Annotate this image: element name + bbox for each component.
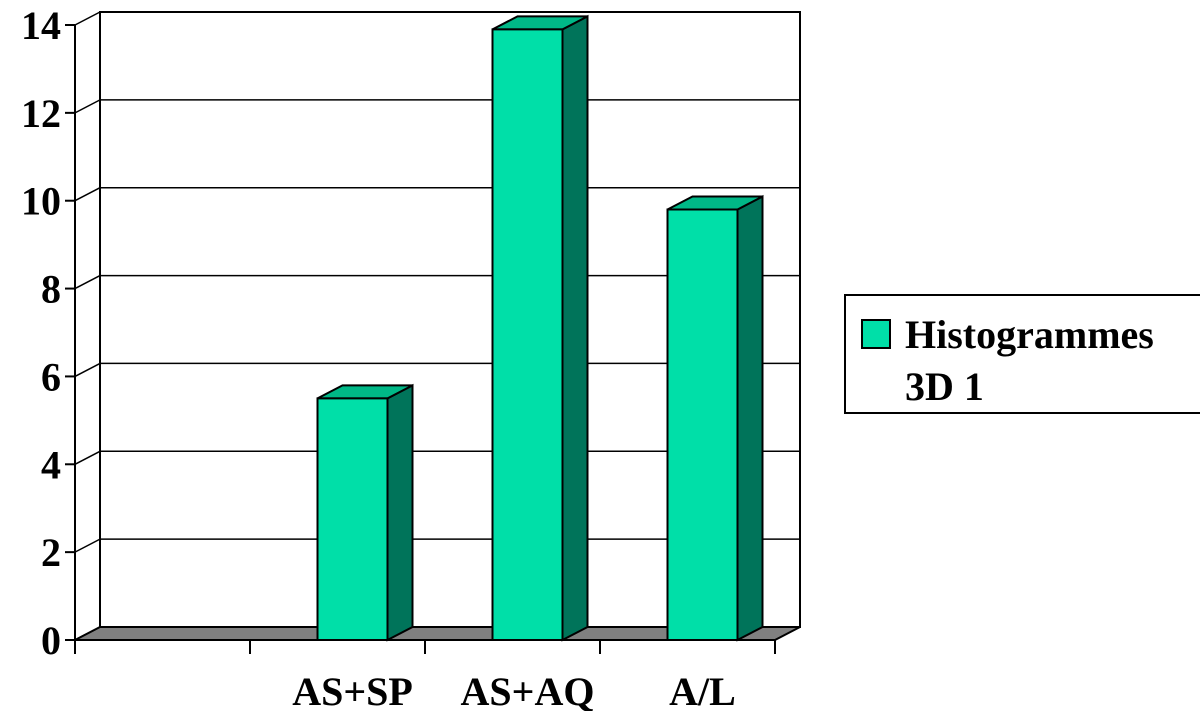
legend: Histogrammes 3D 1 (844, 294, 1200, 414)
bar (666, 194, 764, 642)
gridline-side (74, 362, 101, 378)
legend-label-line1: Histogrammes (905, 312, 1154, 357)
y-tick-labels: 0 2 4 6 8 10 12 14 (21, 3, 61, 663)
bar (491, 14, 589, 642)
bar (316, 383, 414, 642)
bar-side (561, 14, 589, 642)
gridline-side (74, 11, 101, 26)
y-tick-label: 8 (41, 267, 61, 312)
bar-front (491, 28, 564, 641)
y-tick-label: 12 (21, 91, 61, 136)
gridline-side (74, 187, 101, 202)
gridline-side (74, 274, 101, 290)
x-tick-label: AS+AQ (461, 669, 595, 711)
bar-front (666, 208, 739, 641)
gridline-side (74, 99, 101, 114)
y-tick-label: 0 (41, 618, 61, 663)
bars (316, 14, 764, 642)
gridline-side (74, 450, 101, 465)
y-tick-label: 4 (41, 442, 61, 487)
legend-box (844, 294, 1200, 414)
y-tick-label: 14 (21, 3, 61, 48)
x-tick-label: AS+SP (292, 669, 413, 711)
gridline-side (74, 538, 101, 553)
legend-label-line2: 3D 1 (905, 364, 984, 409)
bar-side (736, 194, 764, 642)
x-tick-labels: AS+SP AS+AQ A/L (292, 669, 736, 711)
bar-front (316, 397, 389, 641)
y-tick-label: 10 (21, 179, 61, 224)
legend-swatch (861, 319, 891, 349)
x-tick-label: A/L (669, 669, 736, 711)
bar-side (386, 383, 414, 642)
axes (65, 12, 776, 654)
y-tick-label: 2 (41, 530, 61, 575)
y-tick-label: 6 (41, 354, 61, 399)
